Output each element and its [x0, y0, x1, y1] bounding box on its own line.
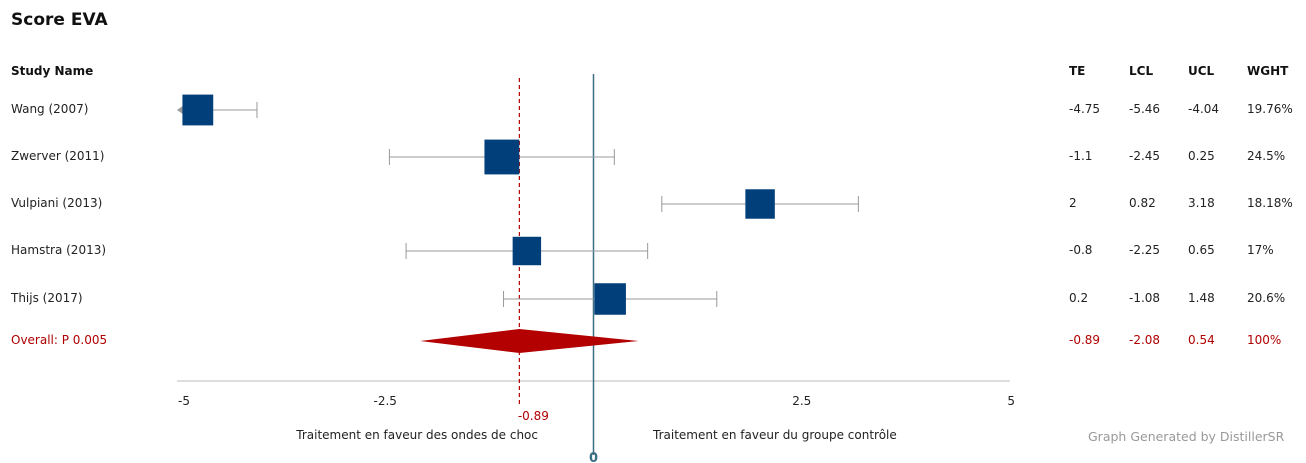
header-ucl: UCL: [1188, 64, 1215, 78]
right-favour-label: Traitement en faveur du groupe contrôle: [652, 428, 897, 442]
ucl-value: 3.18: [1188, 196, 1215, 210]
zero-label: 0: [589, 451, 598, 463]
study-effect-box: [182, 94, 214, 126]
weight-value: 19.76%: [1247, 102, 1293, 116]
weight-value: 24.5%: [1247, 149, 1286, 163]
ucl-value: 0.25: [1188, 149, 1215, 163]
study-name: Vulpiani (2013): [11, 196, 103, 210]
lcl-value: -2.25: [1129, 243, 1161, 257]
overall-te-value: -0.89: [1069, 333, 1101, 347]
x-tick-label: -2.5: [374, 394, 397, 408]
study-effect-box: [745, 189, 775, 219]
chart-title: Score EVA: [11, 10, 108, 30]
te-value: 2: [1069, 196, 1077, 210]
weight-value: 17%: [1247, 243, 1274, 257]
te-value: -4.75: [1069, 102, 1101, 116]
weight-value: 18.18%: [1247, 196, 1293, 210]
x-tick-label: -5: [178, 394, 190, 408]
ucl-value: 0.65: [1188, 243, 1215, 257]
lcl-value: -5.46: [1129, 102, 1161, 116]
overall-label: Overall: P 0.005: [11, 333, 108, 347]
study-effect-box: [484, 139, 520, 175]
te-value: -0.8: [1069, 243, 1093, 257]
study-name: Thijs (2017): [11, 291, 83, 305]
ucl-value: 1.48: [1188, 291, 1215, 305]
header-wght: WGHT: [1247, 64, 1289, 78]
ucl-value: -4.04: [1188, 102, 1220, 116]
overall-weight-value: 100%: [1247, 333, 1282, 347]
te-value: -1.1: [1069, 149, 1093, 163]
overall-ucl-value: 0.54: [1188, 333, 1215, 347]
overall-diamond: [420, 329, 639, 353]
left-favour-label: Traitement en faveur des ondes de choc: [295, 428, 538, 442]
x-tick-label: 5: [1007, 394, 1015, 408]
header-study-name: Study Name: [11, 64, 94, 78]
study-name: Wang (2007): [11, 102, 89, 116]
study-effect-box: [594, 283, 626, 315]
study-effect-box: [512, 236, 542, 266]
credit-text: Graph Generated by DistillerSR: [1088, 429, 1285, 444]
study-name: Hamstra (2013): [11, 243, 107, 257]
overall-effect-label: -0.89: [518, 409, 549, 423]
weight-value: 20.6%: [1247, 291, 1286, 305]
header-lcl: LCL: [1129, 64, 1154, 78]
study-name: Zwerver (2011): [11, 149, 105, 163]
header-te: TE: [1069, 64, 1086, 78]
x-tick-label: 2.5: [792, 394, 811, 408]
te-value: 0.2: [1069, 291, 1089, 305]
lcl-value: 0.82: [1129, 196, 1156, 210]
overall-lcl-value: -2.08: [1129, 333, 1161, 347]
lcl-value: -1.08: [1129, 291, 1161, 305]
lcl-value: -2.45: [1129, 149, 1161, 163]
